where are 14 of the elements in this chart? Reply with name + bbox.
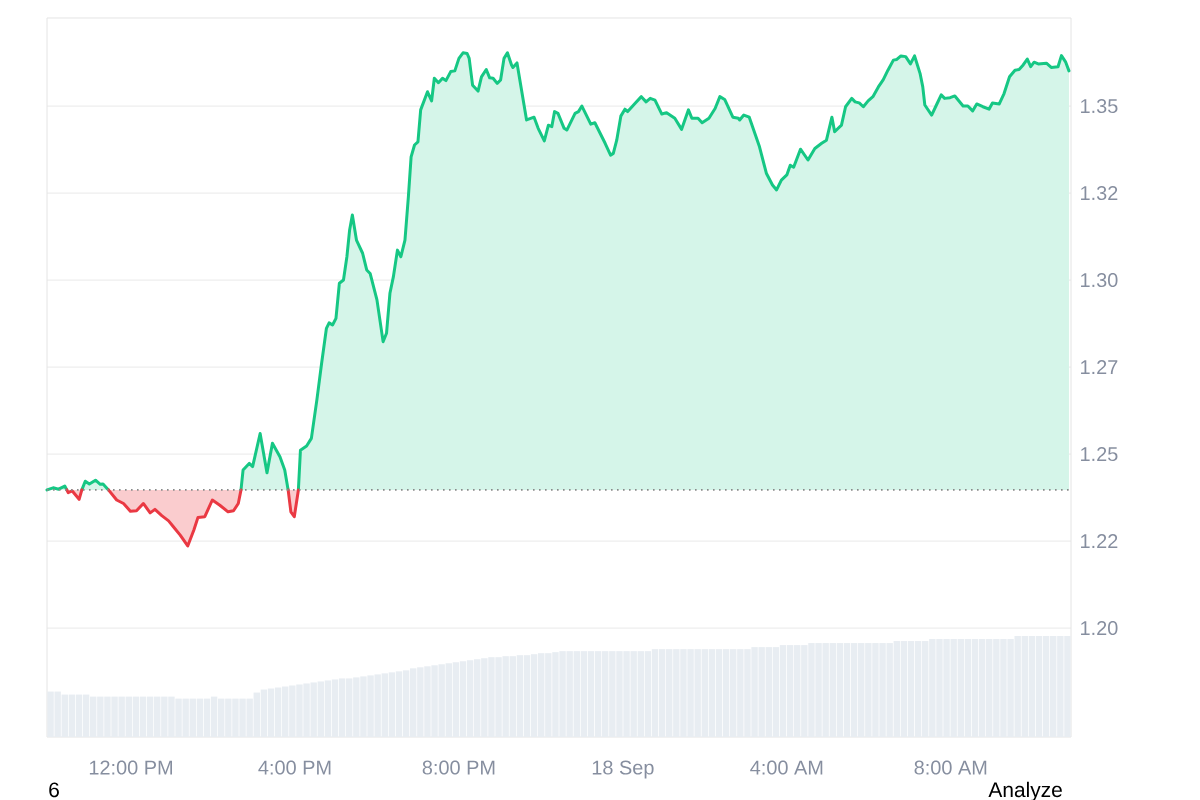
- x-tick-label: 4:00 AM: [750, 760, 823, 775]
- text: 6: [49, 782, 59, 798]
- y-tick-label: 1.30: [1081, 273, 1118, 288]
- x-tick-label: 12:00 PM: [89, 760, 172, 775]
- y-tick-label: 1.32: [1081, 186, 1118, 201]
- y-tick-label: 1.20: [1081, 621, 1118, 636]
- x-tick-label: 4:00 PM: [258, 760, 331, 775]
- x-tick-label: 8:00 AM: [914, 760, 987, 775]
- y-tick-label: 1.25: [1081, 447, 1118, 462]
- y-tick-label: 1.35: [1081, 98, 1118, 114]
- x-tick-label: 8:00 PM: [422, 760, 495, 775]
- y-tick-label: 1.27: [1081, 360, 1118, 375]
- x-tick-label: 18 Sep: [592, 760, 654, 779]
- y-tick-label: 1.22: [1081, 534, 1118, 549]
